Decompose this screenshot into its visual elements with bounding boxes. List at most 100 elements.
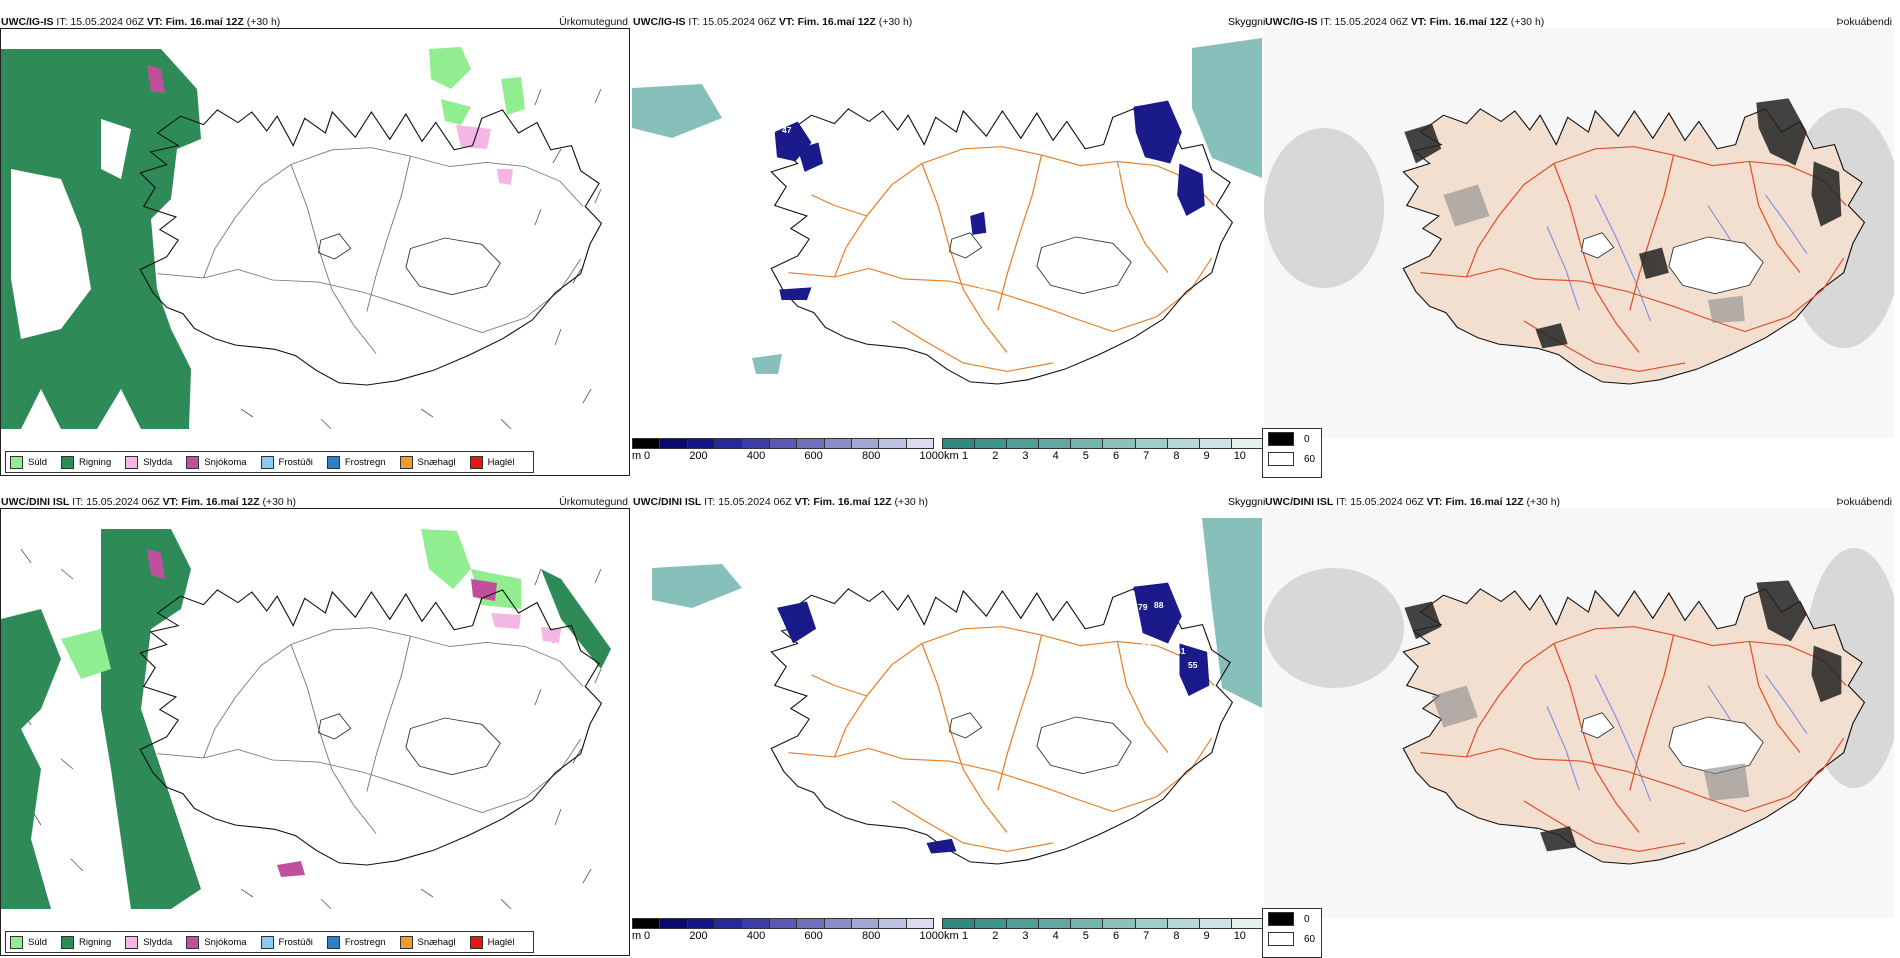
drizzle-area — [429, 47, 525, 125]
visibility-label: 73 — [1144, 165, 1154, 175]
visibility-unit: km — [944, 930, 959, 942]
visibility-unit: km — [944, 450, 959, 462]
legend-label: Rigning — [79, 456, 112, 468]
swatch-fog-60 — [1268, 932, 1294, 946]
init-time: 15.05.2024 06Z — [702, 16, 776, 28]
height-colorbar — [632, 918, 934, 929]
visibility-label: 82 — [1120, 602, 1130, 612]
tick-label: 0 — [644, 450, 651, 462]
model-name: UWC/IG-IS — [633, 16, 686, 28]
panel-title: Úrkomutegund — [559, 16, 628, 28]
swatch-sleet — [125, 455, 139, 469]
model-name: UWC/DINI ISL — [1265, 496, 1334, 508]
panel-header: UWC/IG-IS IT: 15.05.2024 06Z VT: Fim. 16… — [1265, 12, 1544, 32]
visibility-label: 23 — [747, 115, 757, 125]
tick-label: 6 — [1112, 930, 1120, 942]
sleet-area — [456, 125, 513, 185]
visibility-label: 61 — [1176, 646, 1186, 656]
swatch-fog-0 — [1268, 432, 1294, 446]
legend-label: Snjókoma — [204, 936, 247, 948]
it-label: IT: — [688, 16, 700, 28]
tick-label: 1 — [962, 450, 969, 462]
fog-legend: 0 60 — [1262, 908, 1322, 958]
panel-header: UWC/DINI ISL IT: 15.05.2024 06Z VT: Fim.… — [1265, 492, 1560, 512]
swatch-sleet — [125, 935, 139, 949]
tick-label: 10 — [1233, 450, 1246, 462]
legend-label: 60 — [1304, 933, 1316, 945]
legend-label: Slydda — [143, 456, 173, 468]
sleet-area — [491, 613, 561, 643]
visibility-label: 76 — [1148, 200, 1158, 210]
tick-label: 1 — [962, 930, 969, 942]
tick-label: 600 — [804, 930, 823, 942]
fog-map: 0 60 — [1262, 28, 1894, 478]
init-time: 15.05.2024 06Z — [1334, 16, 1408, 28]
visibility-label: 88 — [1154, 600, 1164, 610]
visibility-label: 104 — [1110, 165, 1124, 175]
swatch-snow — [186, 455, 200, 469]
visibility-label: 82 — [1124, 130, 1134, 140]
tick-label: 7 — [1143, 930, 1150, 942]
tick-label: 1000 — [919, 450, 944, 462]
swatch-hail — [469, 935, 483, 949]
visibility-label: 96 — [1080, 582, 1090, 592]
legend-label: Frostúði — [278, 456, 313, 468]
panel-title: Skyggni — [1228, 16, 1266, 28]
legend-label: Snjókoma — [204, 456, 247, 468]
panel-title: Skyggni — [1228, 496, 1266, 508]
visibility-label: 99 — [1094, 132, 1104, 142]
fog-area — [1404, 580, 1842, 852]
panel-title: Úrkomutegund — [559, 496, 628, 508]
swatch-drizzle — [10, 455, 23, 469]
valid-time: Fim. 16.maí 12Z — [181, 496, 260, 508]
init-time: 15.05.2024 06Z — [1350, 496, 1424, 508]
visibility-map: 44 44 66 96 82 79 88 68 61 55 98 59 — [632, 508, 1262, 918]
scale-bars: m 0 200 400 600 800 1000 km 1 2 3 4 5 6 7 8 9 10 — [632, 914, 1264, 944]
panel-precip-row2: UWC/DINI ISL IT: 15.05.2024 06Z VT: Fim.… — [0, 492, 630, 956]
precip-map: Súld Rigning Slydda Snjókoma Frostúði Fr… — [0, 28, 630, 476]
valid-time: Fim. 16.maí 12Z — [813, 496, 892, 508]
it-label: IT: — [704, 496, 716, 508]
panel-header: UWC/DINI ISL IT: 15.05.2024 06Z VT: Fim.… — [633, 492, 928, 512]
fog-legend: 0 60 — [1262, 428, 1322, 478]
lead-time: (+30 h) — [894, 496, 929, 508]
swatch-fog-60 — [1268, 452, 1294, 466]
tick-label: 9 — [1203, 450, 1210, 462]
swatch-freezing-rain — [326, 935, 340, 949]
tick-label: 800 — [861, 450, 881, 462]
low-cloud-area — [777, 582, 1210, 854]
visibility-colorbar — [942, 918, 1264, 929]
visibility-colorbar — [942, 438, 1264, 449]
precip-legend: Súld Rigning Slydda Snjókoma Frostúði Fr… — [5, 931, 534, 953]
vt-label: VT: — [146, 16, 163, 28]
precip-legend: Súld Rigning Slydda Snjókoma Frostúði Fr… — [5, 451, 534, 473]
tick-label: 4 — [1052, 450, 1059, 462]
model-name: UWC/DINI ISL — [1, 496, 70, 508]
lead-time: (+30 h) — [1526, 496, 1561, 508]
visibility-label: 47 — [782, 125, 792, 135]
legend-label: 60 — [1304, 453, 1316, 465]
tick-label: 3 — [1022, 930, 1029, 942]
legend-label: Frostregn — [344, 936, 386, 948]
tick-label: 1000 — [919, 930, 944, 942]
panel-precip-row1: UWC/IG-IS IT: 15.05.2024 06Z VT: Fim. 16… — [0, 12, 630, 476]
snow-area — [147, 549, 497, 877]
legend-label: Snæhagl — [417, 456, 456, 468]
tick-label: 4 — [1052, 930, 1059, 942]
legend-label: Súld — [28, 936, 48, 948]
tick-label: 800 — [861, 930, 881, 942]
visibility-label: 81 — [712, 188, 722, 198]
tick-label: 2 — [992, 450, 999, 462]
legend-label: Súld — [28, 456, 48, 468]
visibility-label: 66 — [742, 576, 752, 586]
valid-time: Fim. 16.maí 12Z — [1445, 496, 1524, 508]
height-unit: m — [632, 930, 642, 942]
tick-label: 6 — [1112, 450, 1120, 462]
vt-label: VT: — [778, 16, 795, 28]
visibility-label: 59 — [920, 852, 930, 862]
init-time: 15.05.2024 06Z — [86, 496, 160, 508]
fog-area — [1404, 98, 1842, 349]
legend-label: Frostregn — [344, 456, 386, 468]
fog-map: 0 60 — [1262, 508, 1894, 958]
tick-label: 3 — [1022, 450, 1029, 462]
